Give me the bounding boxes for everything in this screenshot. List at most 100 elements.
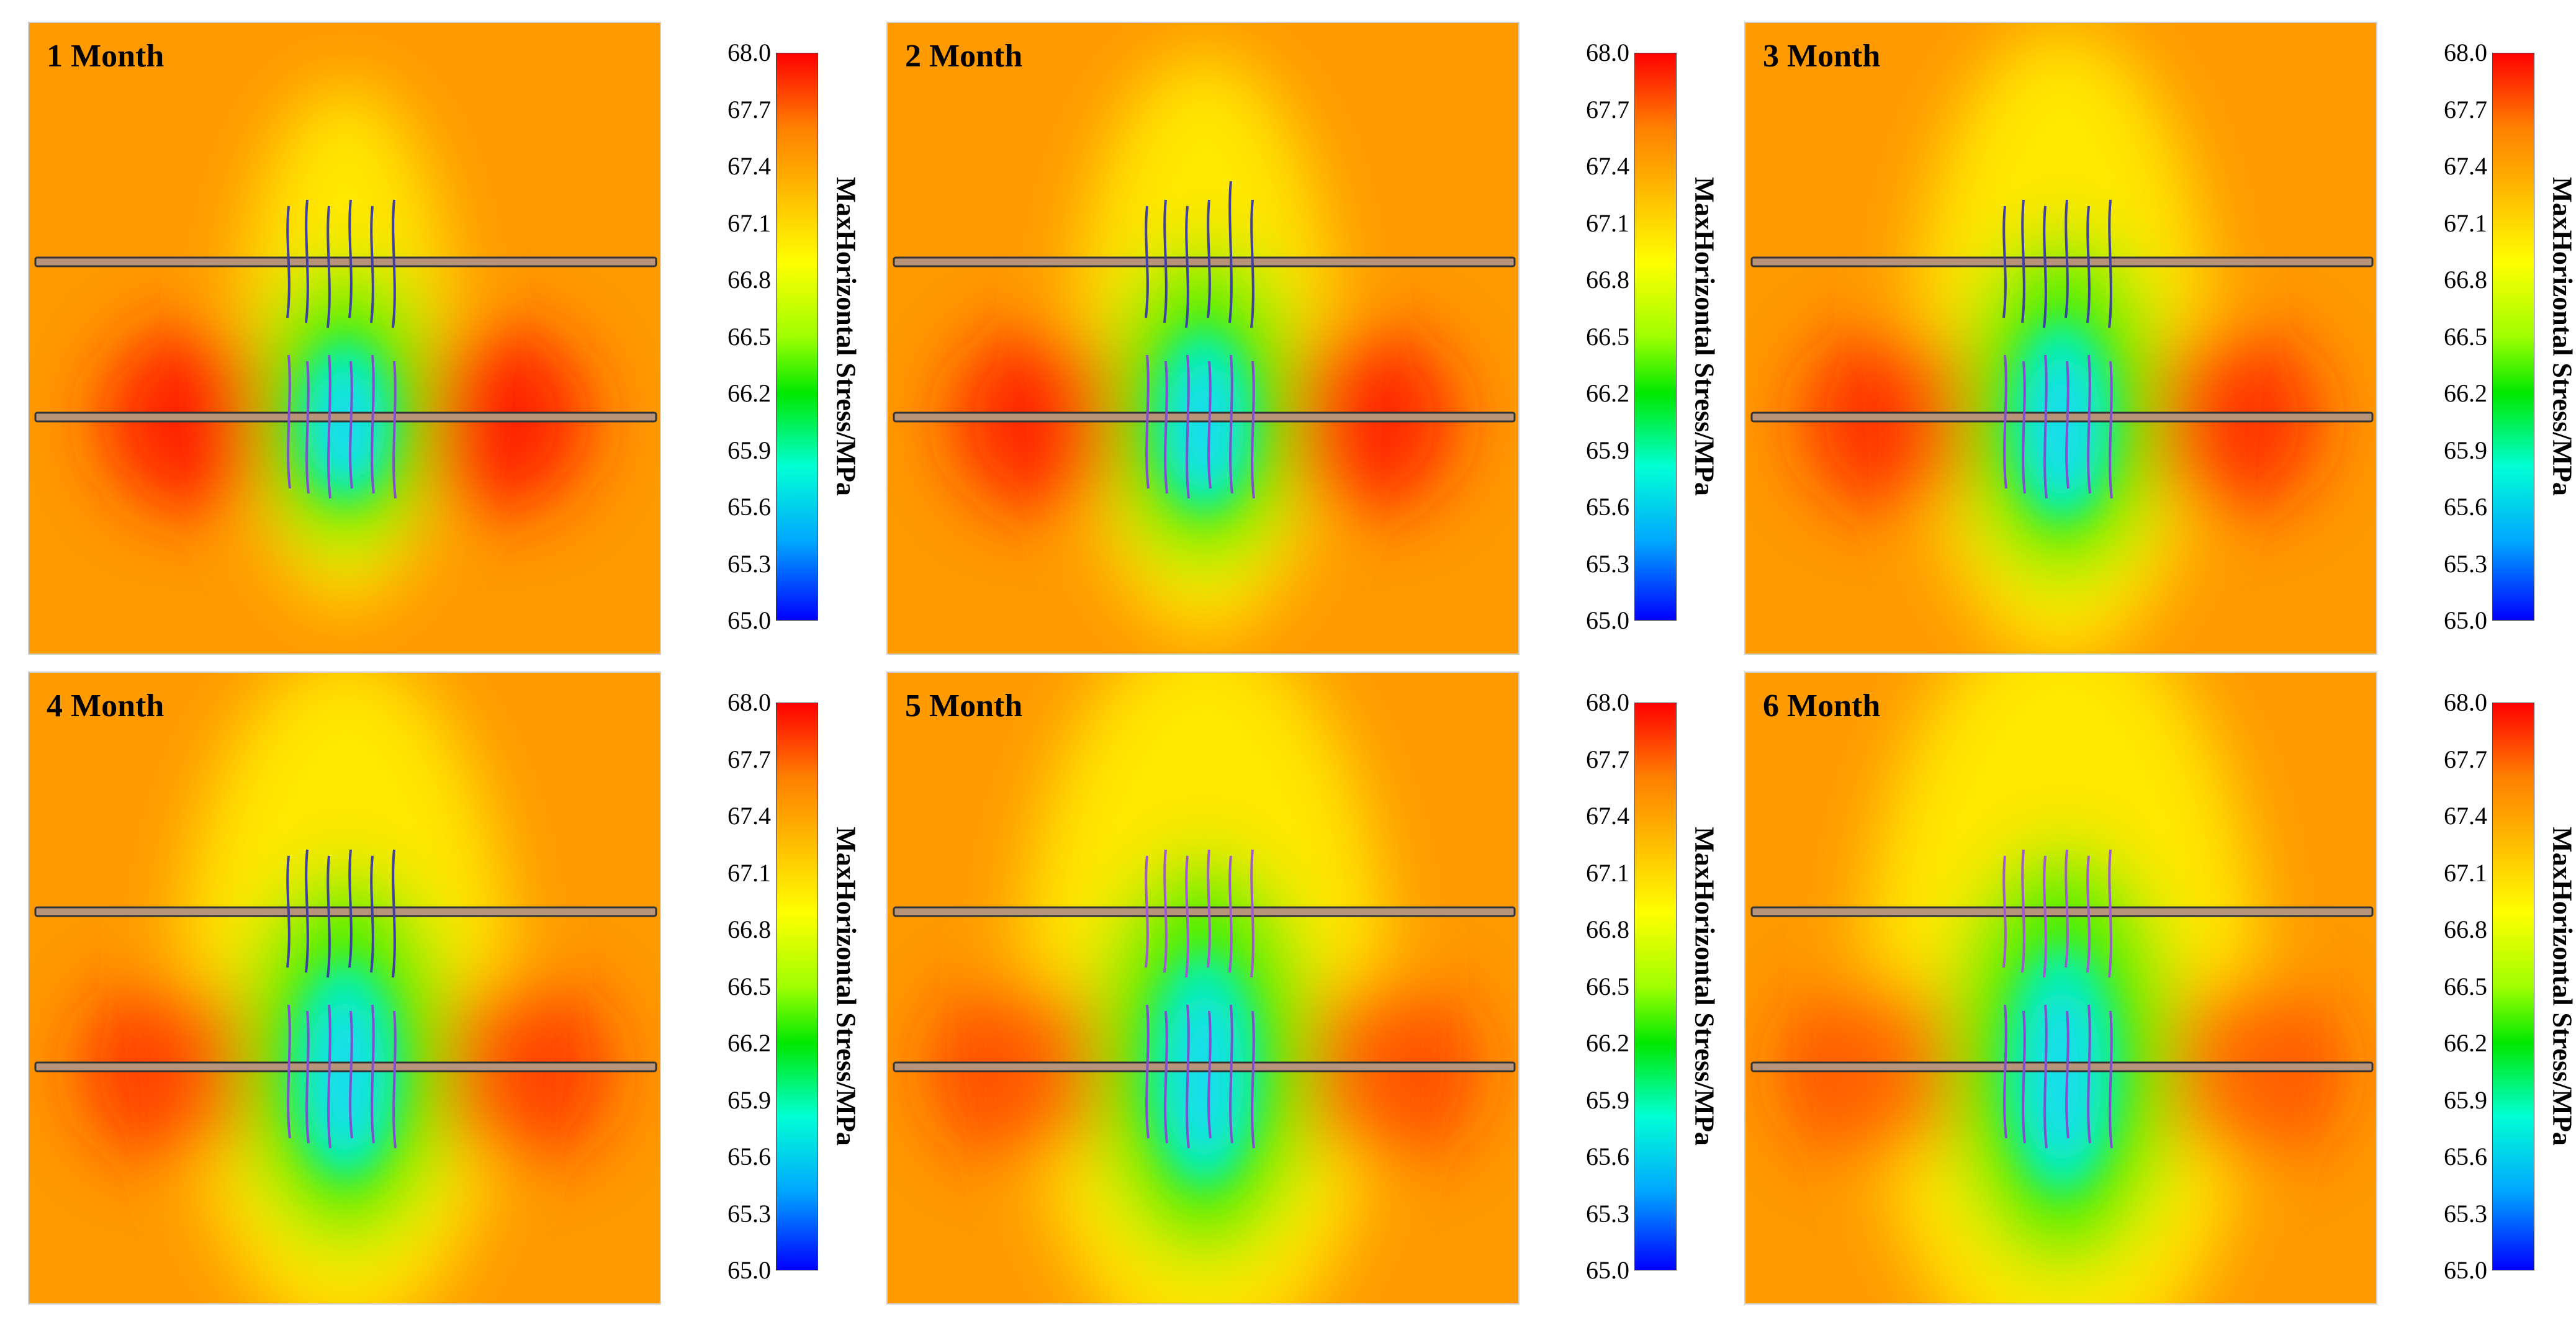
lower-wellbore xyxy=(893,411,1516,423)
colorbar-tick-label: 66.8 xyxy=(1586,266,1629,294)
stress-panel: 2 Month 68.0 67.7 67.4 67.1 66.8 66.5 66.2 65.9 6… xyxy=(886,22,1743,670)
panel-title: 3 Month xyxy=(1763,38,1881,74)
colorbar-tick-label: 67.7 xyxy=(1586,95,1629,124)
colorbar-tick-label: 65.0 xyxy=(1586,606,1629,634)
panel-title: 4 Month xyxy=(47,688,164,724)
colorbar-tick-label: 66.2 xyxy=(727,379,771,407)
upper-wellbore xyxy=(34,906,657,917)
colorbar-tick-label: 66.8 xyxy=(2444,266,2487,294)
colorbar xyxy=(776,703,818,1270)
fracture-line xyxy=(1145,205,1149,318)
fracture-line xyxy=(2022,361,2026,494)
upper-wellbore xyxy=(1750,906,2374,917)
fracture-line xyxy=(2109,1010,2113,1149)
colorbar-tick-label: 66.2 xyxy=(2444,379,2487,407)
colorbar-label: MaxHorizontal Stress/MPa xyxy=(2547,177,2576,496)
lower-wellbore xyxy=(1750,1061,2374,1072)
fracture-line xyxy=(287,354,291,489)
fracture-line xyxy=(2043,1004,2048,1149)
stress-panel: 4 Month 68.0 67.7 67.4 67.1 66.8 66.5 66.2 65.9 6… xyxy=(28,672,885,1320)
fracture-line xyxy=(1164,361,1168,494)
fracture-line xyxy=(2002,205,2007,318)
colorbar-tick-label: 67.1 xyxy=(1586,858,1629,887)
fracture-line xyxy=(1207,849,1211,968)
fracture-line xyxy=(327,205,331,328)
colorbar-tick-label: 66.8 xyxy=(2444,915,2487,943)
fracture-line xyxy=(348,849,353,968)
stress-map: 3 Month xyxy=(1744,22,2377,655)
colorbar xyxy=(2492,703,2534,1270)
colorbar-tick-label: 67.1 xyxy=(2444,858,2487,887)
fracture-line xyxy=(2021,199,2025,323)
fracture-line xyxy=(2065,361,2069,489)
fracture-line xyxy=(1228,181,1233,323)
upper-wellbore xyxy=(34,256,657,267)
fracture-line xyxy=(371,354,375,494)
fracture-line xyxy=(2003,1004,2007,1139)
colorbar-ticks: 68.0 67.7 67.4 67.1 66.8 66.5 66.2 65.9 65.6 65.3… xyxy=(1578,690,1634,1283)
colorbar-tick-label: 65.9 xyxy=(2444,1085,2487,1114)
colorbar-tick-label: 68.0 xyxy=(727,38,771,66)
colorbar-tick-label: 65.6 xyxy=(727,493,771,521)
fracture-line xyxy=(392,199,396,328)
fracture-line xyxy=(2043,354,2048,499)
colorbar-tick-label: 65.3 xyxy=(2444,549,2487,578)
colorbar-tick-label: 68.0 xyxy=(1586,688,1629,716)
fracture-line xyxy=(1250,849,1254,978)
colorbar-tick-label: 67.4 xyxy=(727,802,771,830)
colorbar-tick-label: 65.0 xyxy=(1586,1256,1629,1284)
fracture-line xyxy=(1145,354,1150,489)
fracture-line xyxy=(287,1004,291,1139)
colorbar-tick-label: 66.2 xyxy=(727,1029,771,1057)
fracture-line xyxy=(1163,199,1168,323)
panel-title: 6 Month xyxy=(1763,688,1881,724)
fracture-line xyxy=(1229,1004,1233,1144)
colorbar-tick-label: 66.5 xyxy=(1586,322,1629,351)
stress-field-svg xyxy=(1745,23,2376,654)
stress-field-svg xyxy=(29,23,660,654)
fracture-line xyxy=(349,1010,353,1139)
fracture-line xyxy=(2043,855,2047,978)
fracture-line xyxy=(286,855,290,968)
colorbar-tick-label: 66.2 xyxy=(1586,379,1629,407)
colorbar-tick-label: 66.8 xyxy=(727,266,771,294)
fracture-line xyxy=(392,1010,397,1149)
colorbar-tick-label: 67.7 xyxy=(727,745,771,773)
fracture-line xyxy=(286,205,290,318)
fracture-line xyxy=(370,205,374,323)
fracture-line xyxy=(392,361,397,499)
stress-field-svg xyxy=(888,23,1518,654)
colorbar-tick-label: 66.5 xyxy=(727,972,771,1000)
colorbar-tick-label: 67.4 xyxy=(727,152,771,180)
fracture-line xyxy=(1145,855,1149,968)
fracture-line xyxy=(1229,354,1233,494)
colorbar-tick-label: 65.6 xyxy=(1586,1143,1629,1170)
upper-wellbore xyxy=(893,906,1516,917)
colorbar-tick-label: 65.9 xyxy=(1586,1085,1629,1114)
fracture-line xyxy=(2022,1010,2026,1144)
colorbar xyxy=(2492,53,2534,621)
fracture-line xyxy=(2003,354,2007,489)
colorbar-tick-label: 65.0 xyxy=(727,1256,771,1284)
colorbar xyxy=(776,53,818,621)
lower-wellbore xyxy=(1750,411,2374,423)
colorbar-tick-label: 68.0 xyxy=(2444,688,2487,716)
fracture-line xyxy=(327,354,331,499)
fracture-line xyxy=(2043,205,2047,328)
colorbar-label: MaxHorizontal Stress/MPa xyxy=(1689,177,1720,496)
fracture-line xyxy=(2086,205,2091,323)
fracture-line xyxy=(2065,849,2069,968)
fracture-line xyxy=(1145,1004,1150,1139)
colorbar-tick-label: 65.6 xyxy=(1586,493,1629,521)
fracture-line xyxy=(1207,199,1211,318)
stress-panel: 1 Month 68.0 67.7 67.4 67.1 66.8 66.5 66.2 65.9 6… xyxy=(28,22,885,670)
colorbar-tick-label: 67.1 xyxy=(2444,209,2487,237)
panel-title: 1 Month xyxy=(47,38,164,74)
fracture-line xyxy=(349,361,353,489)
fracture-line xyxy=(371,1004,375,1144)
colorbar-tick-label: 65.9 xyxy=(1586,436,1629,464)
fracture-line xyxy=(2109,361,2113,499)
fracture-line xyxy=(2087,354,2091,494)
lower-wellbore xyxy=(34,1061,657,1072)
